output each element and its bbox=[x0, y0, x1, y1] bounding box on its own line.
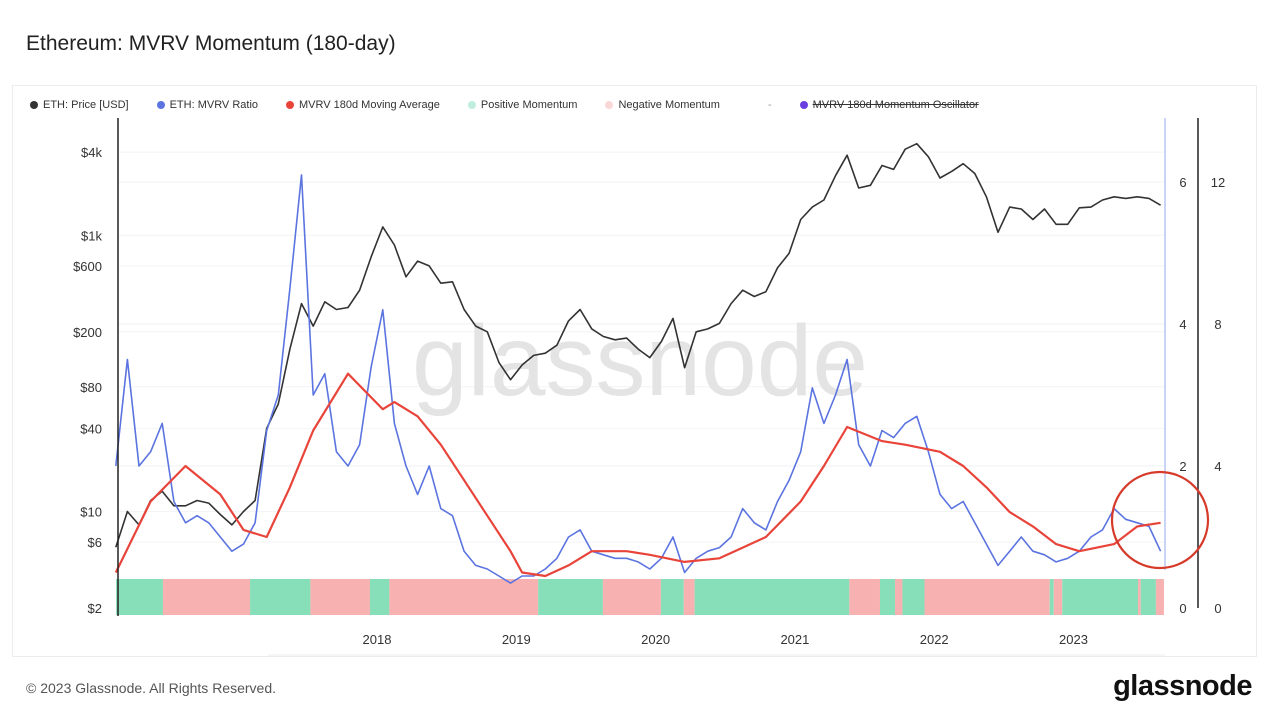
legend-label: MVRV 180d Moving Average bbox=[299, 99, 440, 111]
y-tick-label-left: $4k bbox=[81, 145, 102, 160]
momentum-bar-negative bbox=[1155, 579, 1164, 615]
legend-label: ETH: Price [USD] bbox=[43, 99, 129, 111]
y-tick-label-left: $1k bbox=[81, 228, 102, 243]
momentum-bar-negative bbox=[1053, 579, 1063, 615]
chart-card bbox=[12, 85, 1257, 657]
momentum-bar-negative bbox=[1138, 579, 1141, 615]
y-tick-label-left: $2 bbox=[88, 601, 102, 616]
x-tick-label: 2021 bbox=[780, 632, 809, 647]
y-tick-label-left: $6 bbox=[88, 535, 102, 550]
annotation-circle bbox=[1110, 470, 1210, 570]
legend-item-mvrv[interactable]: ETH: MVRV Ratio bbox=[156, 99, 259, 111]
legend-label: Positive Momentum bbox=[480, 99, 578, 111]
legend-item-negative[interactable]: Negative Momentum bbox=[605, 99, 720, 111]
legend-dot-icon bbox=[30, 101, 38, 109]
y-tick-label-left: $200 bbox=[73, 325, 102, 340]
legend-label: MVRV 180d Momentum Oscillator bbox=[812, 99, 979, 111]
momentum-bar-negative bbox=[924, 579, 1050, 615]
legend-item-positive[interactable]: Positive Momentum bbox=[467, 99, 578, 111]
y-tick-label-left: $80 bbox=[80, 380, 102, 395]
y-tick-label-right: 0 bbox=[1179, 601, 1186, 616]
legend-dot-icon bbox=[286, 101, 295, 109]
legend-dot-icon bbox=[799, 101, 808, 109]
momentum-bar-positive bbox=[538, 579, 603, 615]
x-tick-label: 2018 bbox=[363, 632, 392, 647]
momentum-bar-negative bbox=[602, 579, 661, 615]
y-tick-label-left: $10 bbox=[80, 504, 102, 519]
momentum-bar-negative bbox=[849, 579, 880, 615]
x-tick-label: 2020 bbox=[641, 632, 670, 647]
momentum-bar-positive bbox=[1140, 579, 1156, 615]
x-tick-label: 2023 bbox=[1059, 632, 1088, 647]
y-tick-label-right: 2 bbox=[1179, 459, 1186, 474]
momentum-bar-negative bbox=[310, 579, 370, 615]
y-tick-label-right: 6 bbox=[1179, 175, 1186, 190]
legend-dot-icon bbox=[467, 101, 476, 109]
momentum-bar-positive bbox=[116, 579, 163, 615]
glassnode-logo: glassnode bbox=[1113, 670, 1252, 702]
momentum-bar-positive bbox=[660, 579, 684, 615]
series-line-mvrv bbox=[115, 174, 1162, 584]
y-tick-label-oscillator: 4 bbox=[1214, 459, 1221, 474]
momentum-bar-positive bbox=[694, 579, 850, 615]
momentum-bar-positive bbox=[250, 579, 311, 615]
y-tick-label-left: $600 bbox=[73, 259, 102, 274]
x-tick-label: 2022 bbox=[920, 632, 949, 647]
y-tick-label-oscillator: 0 bbox=[1214, 601, 1221, 616]
momentum-bar-positive bbox=[369, 579, 390, 615]
legend: ETH: Price [USD] ETH: MVRV Ratio MVRV 18… bbox=[30, 99, 1007, 111]
series-line-price bbox=[115, 142, 1162, 548]
x-tick-label: 2019 bbox=[502, 632, 531, 647]
y-tick-label-oscillator: 8 bbox=[1214, 317, 1221, 332]
legend-item-price[interactable]: ETH: Price [USD] bbox=[30, 99, 129, 111]
legend-label: Negative Momentum bbox=[618, 99, 720, 111]
momentum-bar-positive bbox=[1062, 579, 1139, 615]
momentum-bar-positive bbox=[879, 579, 896, 615]
y-tick-label-left: $40 bbox=[80, 421, 102, 436]
momentum-bar-positive bbox=[1049, 579, 1054, 615]
legend-label: ETH: MVRV Ratio bbox=[169, 99, 259, 111]
momentum-bar-negative bbox=[162, 579, 251, 615]
momentum-bar-negative bbox=[683, 579, 695, 615]
series-line-ma bbox=[114, 372, 1161, 578]
momentum-bar-positive bbox=[902, 579, 925, 615]
legend-item-oscillator[interactable]: MVRV 180d Momentum Oscillator bbox=[799, 99, 979, 111]
legend-dot-icon bbox=[605, 101, 614, 109]
y-tick-label-oscillator: 12 bbox=[1211, 175, 1225, 190]
legend-item-dash[interactable]: - bbox=[768, 99, 772, 111]
legend-item-ma[interactable]: MVRV 180d Moving Average bbox=[286, 99, 440, 111]
legend-dot-icon bbox=[156, 101, 165, 109]
watermark: glassnode bbox=[412, 305, 868, 417]
y-tick-label-right: 4 bbox=[1179, 317, 1186, 332]
legend-label: - bbox=[767, 99, 772, 111]
momentum-bar-negative bbox=[895, 579, 903, 615]
page-title: Ethereum: MVRV Momentum (180-day) bbox=[26, 32, 396, 55]
copyright: © 2023 Glassnode. All Rights Reserved. bbox=[26, 680, 277, 696]
momentum-bar-negative bbox=[389, 579, 539, 615]
